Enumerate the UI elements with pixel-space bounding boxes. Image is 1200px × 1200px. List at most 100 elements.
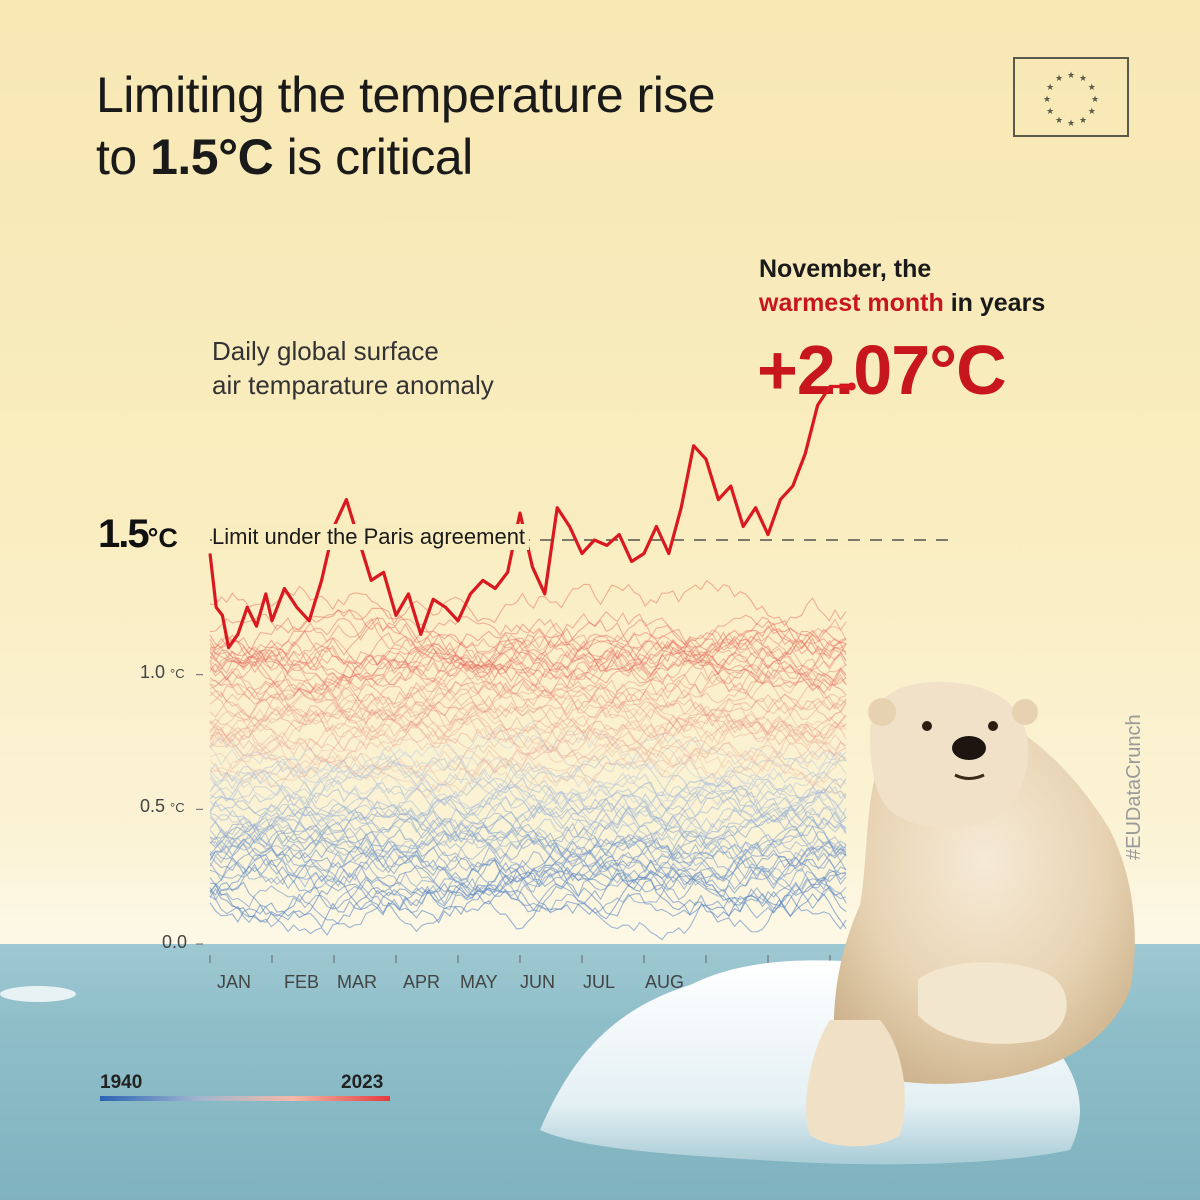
background-year-line: [209, 854, 847, 914]
background-year-line: [209, 788, 847, 834]
background-year-line: [209, 869, 847, 929]
flag-star: ★: [1088, 106, 1096, 116]
highlight-value: +2.07°C: [757, 331, 1007, 409]
flag-star: ★: [1067, 70, 1075, 80]
background-year-line: [209, 617, 847, 668]
x-tick-label: AUG: [645, 972, 685, 992]
hashtag: #EUDataCrunch: [1123, 714, 1145, 860]
background-year-line: [209, 828, 847, 898]
legend-color-ramp: [100, 1096, 390, 1101]
background-year-line: [209, 670, 847, 727]
limit-label: Limit under the Paris agreement: [212, 524, 530, 550]
x-tick-label: JUL: [583, 972, 616, 992]
bear-eye: [988, 721, 998, 731]
bear-nose: [952, 736, 986, 760]
background-year-line: [209, 876, 847, 930]
background-year-line: [209, 619, 847, 682]
background-year-line: [209, 649, 847, 695]
flag-star: ★: [1043, 94, 1051, 104]
background-year-line: [209, 607, 847, 675]
background-year-line: [209, 706, 847, 753]
series-2023-endpoint: [847, 382, 856, 391]
background-year-line: [209, 710, 847, 772]
background-year-line: [209, 704, 847, 774]
background-year-line: [209, 650, 847, 695]
legend-end-year: 2023: [341, 1072, 384, 1093]
bear-ear: [1012, 699, 1038, 725]
bear-ear: [868, 698, 896, 726]
background-year-line: [209, 876, 847, 933]
background-year-line: [209, 855, 847, 911]
background-year-line: [209, 845, 847, 897]
background-year-line: [209, 669, 847, 722]
legend-start-year: 1940: [100, 1072, 143, 1093]
background-year-line: [209, 742, 847, 781]
flag-star: ★: [1046, 82, 1054, 92]
flag-star: ★: [1055, 115, 1063, 125]
background-year-line: [209, 632, 847, 696]
page-title: Limiting the temperature rise to 1.5°C i…: [96, 67, 716, 185]
background-year-line: [209, 679, 847, 739]
background-year-line: [209, 671, 847, 754]
background-year-line: [209, 624, 847, 683]
background-year-line: [209, 824, 847, 882]
background-year-line: [209, 750, 847, 787]
bear-head: [869, 681, 1029, 828]
background-year-line: [209, 708, 847, 757]
background-year-line: [209, 814, 847, 880]
bear-mouth: [954, 773, 985, 780]
background-year-line: [209, 783, 847, 830]
background-year-line: [209, 645, 847, 696]
background-year-line: [209, 750, 847, 799]
flag-star: ★: [1088, 82, 1096, 92]
background-year-line: [209, 759, 847, 817]
background-year-line: [209, 703, 847, 767]
background-year-line: [209, 685, 847, 741]
flag-star: ★: [1055, 73, 1063, 83]
bear-paw: [806, 1020, 905, 1147]
background-year-line: [209, 777, 847, 846]
highlight-caption: November, the warmest month in years: [759, 255, 1046, 317]
background-year-line: [209, 684, 847, 764]
bear-paw: [918, 962, 1067, 1044]
y-tick-label: 0.5 °C: [140, 796, 185, 816]
background-year-line: [209, 617, 847, 671]
background-year-line: [209, 871, 847, 941]
background-year-line: [209, 720, 847, 779]
background-year-line: [209, 616, 847, 678]
x-tick-label: MAR: [337, 972, 377, 992]
small-ice-chunk: [0, 986, 76, 1002]
background-year-line: [209, 790, 847, 841]
background-year-line: [209, 695, 847, 748]
background-year-line: [209, 628, 847, 673]
y-tick-label: 0.0: [162, 932, 188, 952]
background-year-line: [209, 653, 847, 720]
x-tick-label: JAN: [217, 972, 252, 992]
chart-subtitle: Daily global surface air temparature ano…: [212, 336, 494, 400]
background-year-line: [209, 806, 847, 857]
background-year-line: [209, 779, 847, 824]
flag-star: ★: [1079, 73, 1087, 83]
background-year-line: [209, 690, 847, 757]
x-tick-label: MAY: [460, 972, 498, 992]
x-tick-label: APR: [403, 972, 441, 992]
x-tick-label: FEB: [284, 972, 320, 992]
background-year-line: [209, 736, 847, 796]
flag-star: ★: [1079, 115, 1087, 125]
background-year-line: [209, 627, 847, 693]
flag-star: ★: [1046, 106, 1054, 116]
background-year-line: [209, 754, 847, 815]
background-year-line: [209, 626, 847, 692]
background-year-line: [209, 738, 847, 799]
background-year-line: [209, 651, 847, 704]
background-year-line: [209, 636, 847, 692]
eu-flag-logo: ★ ★ ★ ★ ★ ★ ★ ★ ★ ★ ★ ★: [1013, 57, 1129, 137]
background-year-line: [209, 746, 847, 803]
flag-star: ★: [1091, 94, 1099, 104]
bear-eye: [922, 721, 932, 731]
flag-star: ★: [1067, 118, 1075, 128]
background-year-line: [209, 828, 847, 879]
background-year-line: [209, 668, 847, 734]
background-year-line: [209, 753, 847, 804]
background-year-line: [209, 876, 847, 914]
